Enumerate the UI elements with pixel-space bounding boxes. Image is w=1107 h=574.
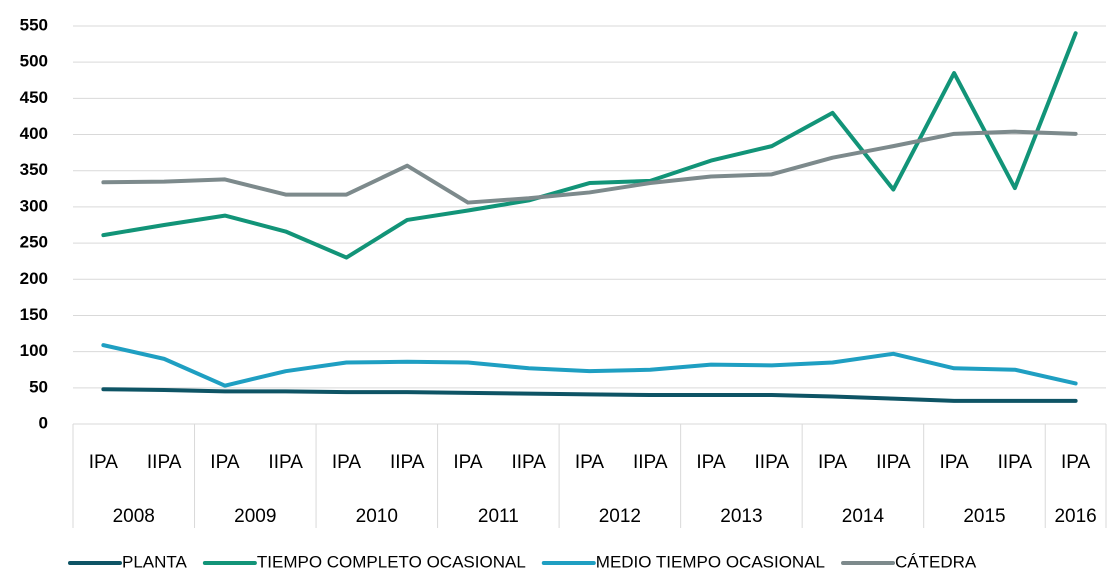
series-line [101, 387, 1078, 403]
legend-label: MEDIO TIEMPO OCASIONAL [596, 552, 825, 571]
x-tick-label: IPA [332, 452, 362, 473]
legend-label: TIEMPO COMPLETO OCASIONAL [257, 552, 526, 571]
y-tick-label: 150 [20, 305, 48, 324]
y-tick-label: 250 [20, 233, 48, 252]
group-label: 2011 [478, 506, 519, 527]
x-tick-label: IIPA [633, 452, 668, 473]
group-label: 2012 [599, 506, 641, 527]
group-label: 2008 [113, 506, 155, 527]
group-label: 2010 [356, 506, 398, 527]
y-tick-label: 50 [29, 377, 48, 396]
x-tick-label: IPA [210, 452, 240, 473]
x-tick-label: IIPA [998, 452, 1033, 473]
x-tick-label: IPA [818, 452, 848, 473]
group-label: 2015 [963, 506, 1005, 527]
x-tick-label: IIPA [390, 452, 425, 473]
series-line [101, 31, 1078, 260]
group-label: 2009 [234, 506, 276, 527]
y-tick-label: 300 [20, 196, 48, 215]
x-tick-label: IPA [575, 452, 605, 473]
x-tick-label: IPA [939, 452, 969, 473]
y-tick-label: 400 [20, 124, 48, 143]
x-tick-label: IIPA [755, 452, 790, 473]
x-tick-label: IPA [1061, 452, 1091, 473]
group-label: 2016 [1054, 506, 1096, 527]
x-tick-label: IIPA [876, 452, 911, 473]
group-label: 2013 [720, 506, 762, 527]
series-line [101, 343, 1078, 388]
group-label: 2014 [842, 506, 885, 527]
x-tick-label: IPA [453, 452, 483, 473]
x-tick-label: IIPA [147, 452, 182, 473]
y-tick-label: 350 [20, 160, 48, 179]
y-tick-label: 500 [20, 52, 48, 71]
x-tick-label: IPA [696, 452, 726, 473]
y-tick-label: 0 [39, 413, 48, 432]
y-tick-label: 450 [20, 88, 48, 107]
series-line [101, 129, 1078, 205]
x-tick-label: IIPA [268, 452, 303, 473]
x-tick-label: IIPA [511, 452, 546, 473]
y-tick-label: 100 [20, 341, 48, 360]
y-tick-label: 550 [20, 15, 48, 34]
legend-label: PLANTA [122, 552, 188, 571]
x-tick-label: IPA [89, 452, 119, 473]
legend-label: CÁTEDRA [895, 552, 977, 571]
y-tick-label: 200 [20, 269, 48, 288]
